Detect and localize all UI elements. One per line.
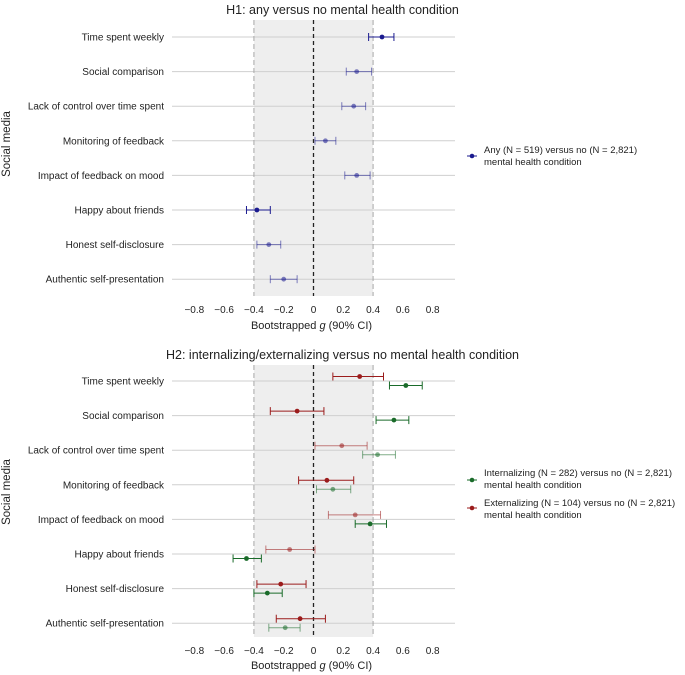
- p1-any-time-spent-weekly-point: [379, 34, 385, 40]
- legend-internalizing-label-line1: Internalizing (N = 282) versus no (N = 2…: [484, 468, 672, 479]
- p2-externalizing-lack-of-control-over-time-spent-point: [339, 443, 345, 449]
- p1-xtick-label: 0.4: [366, 305, 380, 316]
- p2-xtick-label: 0: [311, 646, 317, 657]
- p2-externalizing-monitoring-of-feedback-point: [324, 477, 330, 483]
- p2-externalizing-happy-about-friends-point: [287, 547, 293, 552]
- p1-category-label-happy-about-friends: Happy about friends: [74, 206, 164, 217]
- p2-externalizing-honest-self-disclosure-point: [278, 581, 284, 587]
- p2-xtick-label: −0.2: [274, 646, 294, 657]
- p2-internalizing-impact-of-feedback-on-mood-point: [367, 521, 373, 527]
- p2-xtick-label: 0.8: [426, 646, 440, 657]
- p2-externalizing-time-spent-weekly-point: [357, 374, 363, 379]
- p1-xtick-label: 0.2: [336, 305, 350, 316]
- panel-h2: H2: internalizing/externalizing versus n…: [1, 348, 519, 672]
- legend-any-marker: [469, 153, 475, 159]
- p2-externalizing-impact-of-feedback-on-mood-point: [352, 512, 358, 518]
- p1-x-axis-label: Bootstrapped g (90% CI): [251, 320, 372, 332]
- p2-xtick-label: −0.4: [244, 646, 264, 657]
- p2-internalizing-authentic-self-presentation-point: [282, 625, 288, 631]
- legend-internalizing-marker: [469, 477, 475, 483]
- p2-xtick-label: 0.2: [336, 646, 350, 657]
- p2-category-label-authentic-self-presentation: Authentic self-presentation: [46, 619, 164, 630]
- p2-xtick-label: 0.6: [396, 646, 410, 657]
- legend-externalizing-label-line1: Externalizing (N = 104) versus no (N = 2…: [484, 498, 675, 509]
- p1-xtick-label: −0.8: [184, 305, 204, 316]
- p1-any-authentic-self-presentation-point: [281, 276, 287, 282]
- legend-any-label-line2: mental health condition: [484, 157, 582, 168]
- legend-any-label-line1: Any (N = 519) versus no (N = 2,821): [484, 145, 637, 156]
- p1-any-impact-of-feedback-on-mood-point: [354, 173, 360, 178]
- p2-chart-title: H2: internalizing/externalizing versus n…: [166, 348, 519, 362]
- p2-y-axis-label: Social media: [1, 458, 13, 524]
- p2-x-axis-label: Bootstrapped g (90% CI): [251, 660, 372, 672]
- p1-y-axis-label: Social media: [1, 110, 13, 176]
- p2-internalizing-happy-about-friends-point: [244, 556, 249, 561]
- p2-externalizing-social-comparison-point: [294, 408, 300, 414]
- legend-externalizing-label-line2: mental health condition: [484, 510, 582, 521]
- p2-externalizing-authentic-self-presentation-point: [297, 616, 303, 622]
- p2-internalizing-monitoring-of-feedback-point: [330, 486, 336, 492]
- p2-category-label-monitoring-of-feedback: Monitoring of feedback: [63, 480, 165, 491]
- p1-category-label-monitoring-of-feedback: Monitoring of feedback: [63, 136, 165, 147]
- p2-xtick-label: −0.8: [184, 646, 204, 657]
- p1-category-label-authentic-self-presentation: Authentic self-presentation: [46, 275, 164, 286]
- p1-xtick-label: −0.6: [214, 305, 234, 316]
- p2-internalizing-time-spent-weekly-point: [403, 383, 409, 388]
- p2-category-label-honest-self-disclosure: Honest self-disclosure: [66, 584, 165, 595]
- legend-h1: Any (N = 519) versus no (N = 2,821) ment…: [467, 145, 637, 168]
- p1-category-label-honest-self-disclosure: Honest self-disclosure: [66, 240, 165, 251]
- p2-xtick-label: −0.6: [214, 646, 234, 657]
- p1-chart-title: H1: any versus no mental health conditio…: [226, 3, 459, 17]
- p1-category-label-lack-of-control-over-time-spent: Lack of control over time spent: [28, 102, 164, 113]
- p1-xtick-label: −0.2: [274, 305, 294, 316]
- panel-h1: H1: any versus no mental health conditio…: [1, 3, 459, 332]
- p1-category-label-impact-of-feedback-on-mood: Impact of feedback on mood: [38, 171, 164, 182]
- p1-xtick-label: 0.8: [426, 305, 440, 316]
- p1-xtick-label: −0.4: [244, 305, 264, 316]
- legend-h2: Internalizing (N = 282) versus no (N = 2…: [467, 468, 675, 521]
- p2-category-label-happy-about-friends: Happy about friends: [74, 550, 164, 561]
- legend-externalizing-marker: [469, 505, 475, 511]
- p2-category-label-lack-of-control-over-time-spent: Lack of control over time spent: [28, 446, 164, 457]
- p1-any-lack-of-control-over-time-spent-point: [351, 103, 357, 109]
- p1-any-happy-about-friends-point: [254, 207, 260, 213]
- p1-category-label-social-comparison: Social comparison: [82, 67, 164, 78]
- p1-category-label-time-spent-weekly: Time spent weekly: [82, 33, 164, 44]
- p1-xtick-label: 0: [311, 305, 317, 316]
- p2-category-label-time-spent-weekly: Time spent weekly: [82, 377, 164, 388]
- p2-internalizing-honest-self-disclosure-point: [264, 590, 270, 596]
- legend-internalizing-label-line2: mental health condition: [484, 480, 582, 491]
- p2-xtick-label: 0.4: [366, 646, 380, 657]
- p1-xtick-label: 0.6: [396, 305, 410, 316]
- p2-category-label-social-comparison: Social comparison: [82, 411, 164, 422]
- p1-any-honest-self-disclosure-point: [266, 242, 272, 248]
- p2-internalizing-social-comparison-point: [391, 417, 397, 423]
- p2-internalizing-lack-of-control-over-time-spent-point: [375, 452, 380, 458]
- p2-category-label-impact-of-feedback-on-mood: Impact of feedback on mood: [38, 515, 164, 526]
- p1-any-social-comparison-point: [354, 69, 360, 74]
- p1-any-monitoring-of-feedback-point: [323, 138, 328, 144]
